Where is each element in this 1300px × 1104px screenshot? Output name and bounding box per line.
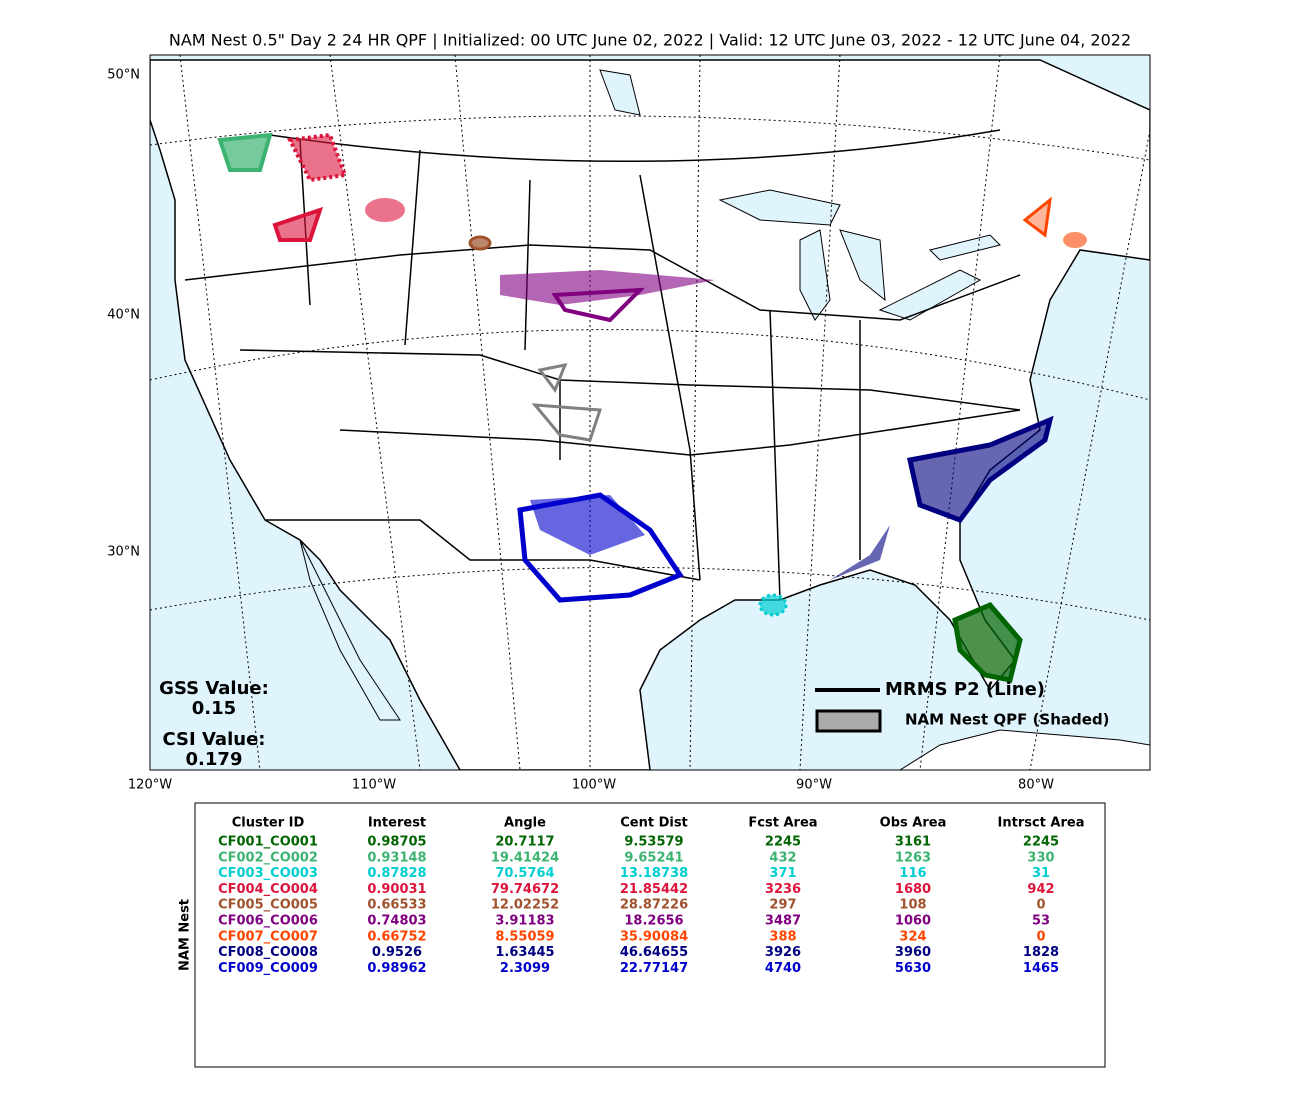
table-cell: 0.87828 (367, 866, 426, 881)
table-cell: CF006_CO006 (218, 914, 318, 929)
lon-label: 120°W (128, 778, 172, 793)
table-cell: 5630 (895, 961, 931, 976)
table-cell: 8.55059 (495, 929, 554, 944)
table-cell: 53 (1032, 914, 1050, 929)
table-cell: 9.65241 (624, 850, 683, 865)
title: NAM Nest 0.5" Day 2 24 HR QPF | Initiali… (169, 31, 1131, 50)
table-cell: 0.90031 (367, 882, 426, 897)
table-cell: 1.63445 (495, 945, 554, 960)
table-cell: CF002_CO002 (218, 850, 318, 865)
table-cell: 0 (1036, 898, 1045, 913)
table-header: Interest (368, 816, 426, 831)
table-header: Cent Dist (620, 816, 688, 831)
table-cell: CF009_CO009 (218, 961, 318, 976)
table-cell: 31 (1032, 866, 1050, 881)
table-cell: 942 (1027, 882, 1054, 897)
table-cell: 35.90084 (620, 929, 688, 944)
lon-label: 80°W (1018, 778, 1054, 793)
table-cell: 79.74672 (491, 882, 559, 897)
table-header: Fcst Area (748, 816, 817, 831)
table-cell: 0.74803 (367, 914, 426, 929)
table-cell: 0.9526 (372, 945, 422, 960)
table-cell: 21.85442 (620, 882, 688, 897)
table-cell: 0 (1036, 929, 1045, 944)
table-header: Angle (504, 816, 546, 831)
table-cell: CF005_CO005 (218, 898, 318, 913)
map-frame (149, 54, 1151, 771)
table-side-label: NAM Nest (178, 899, 193, 971)
table-header: Intrsct Area (998, 816, 1085, 831)
table-cell: 3487 (765, 914, 801, 929)
table-cell: 20.7117 (495, 835, 554, 850)
table-cell: 3.91183 (495, 914, 554, 929)
table-cell: 2245 (1023, 835, 1059, 850)
table-cell: 3161 (895, 835, 931, 850)
table-cell: 371 (769, 866, 796, 881)
table-cell: 330 (1027, 850, 1054, 865)
csi-value: 0.179 (186, 749, 243, 770)
table-cell: 22.77147 (620, 961, 688, 976)
table-frame (194, 802, 1106, 1068)
table-header: Cluster ID (232, 816, 305, 831)
table-cell: 108 (899, 898, 926, 913)
table-cell: 3926 (765, 945, 801, 960)
table-cell: 3236 (765, 882, 801, 897)
table-cell: CF004_CO004 (218, 882, 318, 897)
table-cell: 19.41424 (491, 850, 559, 865)
table-cell: 13.18738 (620, 866, 688, 881)
table-cell: 4740 (765, 961, 801, 976)
table-cell: 297 (769, 898, 796, 913)
lon-label: 90°W (796, 778, 832, 793)
table-cell: 1828 (1023, 945, 1059, 960)
table-cell: 0.66752 (367, 929, 426, 944)
table-cell: 12.02252 (491, 898, 559, 913)
table-cell: 388 (769, 929, 796, 944)
table-cell: CF007_CO007 (218, 929, 318, 944)
lat-label: 40°N (107, 308, 140, 323)
table-cell: 0.66533 (367, 898, 426, 913)
table-cell: 1465 (1023, 961, 1059, 976)
lon-label: 110°W (352, 778, 396, 793)
table-cell: CF003_CO003 (218, 866, 318, 881)
table-cell: 46.64655 (620, 945, 688, 960)
table-cell: 0.98962 (367, 961, 426, 976)
table-cell: 28.87226 (620, 898, 688, 913)
table-cell: 18.2656 (624, 914, 683, 929)
table-cell: CF008_CO008 (218, 945, 318, 960)
table-cell: 116 (899, 866, 926, 881)
gss-value: 0.15 (192, 698, 236, 719)
table-cell: 0.98705 (367, 835, 426, 850)
gss-label: GSS Value: (159, 678, 269, 699)
table-header: Obs Area (880, 816, 947, 831)
table-cell: 2245 (765, 835, 801, 850)
table-cell: 324 (899, 929, 926, 944)
lon-label: 100°W (572, 778, 616, 793)
legend-entry: NAM Nest QPF (Shaded) (905, 711, 1110, 729)
table-cell: 1680 (895, 882, 931, 897)
legend-entry: MRMS P2 (Line) (885, 679, 1045, 700)
table-cell: 9.53579 (624, 835, 683, 850)
lat-label: 50°N (107, 68, 140, 83)
table-cell: 70.5764 (495, 866, 554, 881)
csi-label: CSI Value: (163, 729, 266, 750)
table-cell: CF001_CO001 (218, 835, 318, 850)
table: Cluster ID Interest Angle Cent Dist Fcst Are… (218, 816, 1084, 976)
map (150, 55, 1150, 770)
table-cell: 1060 (895, 914, 931, 929)
table-cell: 432 (769, 850, 796, 865)
table-cell: 2.3099 (500, 961, 550, 976)
table-cell: 0.93148 (367, 850, 426, 865)
clusters (217, 132, 1087, 683)
table-cell: 3960 (895, 945, 931, 960)
lat-label: 30°N (107, 545, 140, 560)
table-cell: 1263 (895, 850, 931, 865)
